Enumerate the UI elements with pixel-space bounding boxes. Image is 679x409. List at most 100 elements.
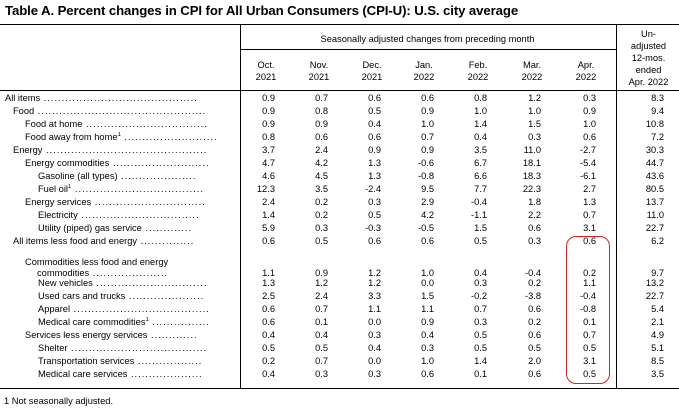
value-cell: 1.0 xyxy=(583,119,596,129)
value-cell: 0.7 xyxy=(315,356,328,366)
value-cell: 1.2 xyxy=(368,268,381,278)
row-label: Apparel ................................… xyxy=(38,304,210,314)
value-cell: 1.3 xyxy=(368,171,381,181)
value-cell: 0.6 xyxy=(528,330,541,340)
value-cell: 0.9 xyxy=(583,106,596,116)
value-cell: 1.1 xyxy=(368,304,381,314)
value-cell: 2.2 xyxy=(528,210,541,220)
value-cell: 0.9 xyxy=(368,145,381,155)
value-cell: 1.2 xyxy=(528,93,541,103)
value-cell: 0.9 xyxy=(421,317,434,327)
month-header: Nov. 2021 xyxy=(294,59,344,83)
value-cell: 0.5 xyxy=(583,369,596,379)
value-cell: 0.7 xyxy=(315,304,328,314)
value-cell: 18.1 xyxy=(522,158,541,168)
value-cell: 1.1 xyxy=(421,304,434,314)
unadjusted-value-cell: 30.3 xyxy=(645,145,664,155)
unadjusted-header: Un-adjusted 12-mos. ended Apr. 2022 xyxy=(618,28,679,88)
table-row: Food away from home1 ...................… xyxy=(0,132,679,145)
value-cell: 0.6 xyxy=(421,369,434,379)
value-cell: -0.4 xyxy=(524,268,541,278)
value-cell: 2.4 xyxy=(315,291,328,301)
row-label: Energy .................................… xyxy=(13,145,208,155)
row-label: Food away from home1 ...................… xyxy=(25,132,218,143)
month-label: Oct. xyxy=(257,60,275,70)
value-cell: -0.2 xyxy=(470,291,487,301)
year-label: 2021 xyxy=(255,72,277,82)
value-cell: 4.6 xyxy=(262,171,275,181)
row-label: Food at home ...........................… xyxy=(25,119,208,129)
value-cell: 12.3 xyxy=(256,184,275,194)
value-cell: -0.3 xyxy=(364,223,381,233)
value-cell: 6.6 xyxy=(474,171,487,181)
table-row: Used cars and trucks ...................… xyxy=(0,291,679,304)
unadjusted-header-line: Un- xyxy=(641,29,656,39)
value-cell: 0.9 xyxy=(262,106,275,116)
month-label: Jan. xyxy=(415,60,433,70)
table-row: Energy commodities .....................… xyxy=(0,158,679,171)
value-cell: 7.7 xyxy=(474,184,487,194)
unadjusted-value-cell: 8.3 xyxy=(651,93,664,103)
value-cell: 0.5 xyxy=(474,343,487,353)
value-cell: 0.5 xyxy=(528,343,541,353)
value-cell: 0.3 xyxy=(583,93,596,103)
unadjusted-value-cell: 4.9 xyxy=(651,330,664,340)
value-cell: 0.5 xyxy=(368,106,381,116)
value-cell: 0.0 xyxy=(421,278,434,288)
table-row: Medical care services ..................… xyxy=(0,369,679,382)
value-cell: 0.8 xyxy=(315,106,328,116)
value-cell: 0.9 xyxy=(262,119,275,129)
value-cell: 0.3 xyxy=(368,330,381,340)
value-cell: 1.4 xyxy=(262,210,275,220)
unadjusted-header-line: Apr. 2022 xyxy=(628,77,669,87)
value-cell: 0.7 xyxy=(583,330,596,340)
value-cell: 3.3 xyxy=(368,291,381,301)
value-cell: 3.7 xyxy=(262,145,275,155)
year-label: 2021 xyxy=(308,72,330,82)
value-cell: 0.6 xyxy=(583,236,596,246)
value-cell: 0.5 xyxy=(474,330,487,340)
value-cell: 0.9 xyxy=(262,93,275,103)
value-cell: 4.7 xyxy=(262,158,275,168)
table-row: Energy .................................… xyxy=(0,145,679,158)
value-cell: 4.2 xyxy=(421,210,434,220)
unadjusted-header-line: adjusted xyxy=(630,41,667,51)
value-cell: 11.0 xyxy=(523,145,541,155)
value-cell: 1.0 xyxy=(421,268,434,278)
year-label: 2022 xyxy=(413,72,435,82)
value-cell: 0.6 xyxy=(368,236,381,246)
value-cell: -0.6 xyxy=(417,158,434,168)
value-cell: 0.5 xyxy=(474,236,487,246)
value-cell: 0.3 xyxy=(528,132,541,142)
table-row: All items less food and energy .........… xyxy=(0,236,679,249)
value-cell: 0.3 xyxy=(315,369,328,379)
value-cell: 1.3 xyxy=(368,158,381,168)
value-cell: 0.3 xyxy=(315,223,328,233)
value-cell: 3.5 xyxy=(474,145,487,155)
seasonal-header: Seasonally adjusted changes from precedi… xyxy=(320,34,535,44)
unadjusted-value-cell: 13.7 xyxy=(645,197,664,207)
value-cell: 0.5 xyxy=(315,236,328,246)
value-cell: 0.9 xyxy=(421,106,434,116)
value-cell: 0.3 xyxy=(474,278,487,288)
value-cell: -2.7 xyxy=(579,145,596,155)
value-cell: 1.2 xyxy=(368,278,381,288)
row-label: All items ..............................… xyxy=(5,93,198,103)
value-cell: 0.3 xyxy=(368,197,381,207)
unadjusted-value-cell: 10.8 xyxy=(645,119,664,129)
value-cell: 2.4 xyxy=(315,145,328,155)
month-header: Feb. 2022 xyxy=(453,59,503,83)
value-cell: 0.4 xyxy=(368,119,381,129)
unadjusted-value-cell: 8.5 xyxy=(651,356,664,366)
value-cell: 0.5 xyxy=(315,343,328,353)
value-cell: 1.0 xyxy=(474,106,487,116)
table-row: Shelter ................................… xyxy=(0,343,679,356)
value-cell: 2.9 xyxy=(421,197,434,207)
value-cell: 0.4 xyxy=(421,330,434,340)
value-cell: 0.2 xyxy=(528,278,541,288)
row-label: Energy commodities .....................… xyxy=(25,158,210,168)
value-cell: -2.4 xyxy=(364,184,381,194)
unadjusted-column-divider xyxy=(616,24,617,389)
value-cell: 0.6 xyxy=(262,236,275,246)
table-row: Apparel ................................… xyxy=(0,304,679,317)
